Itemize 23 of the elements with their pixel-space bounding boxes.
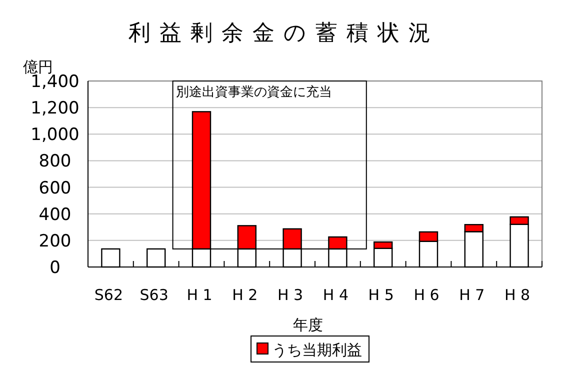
xtick: H 7	[459, 286, 485, 304]
ytick: 600	[38, 178, 72, 198]
ytick: 800	[38, 152, 72, 172]
xtick: H 8	[504, 286, 530, 304]
legend-label: うち当期利益	[272, 341, 362, 359]
xtick: S62	[94, 286, 123, 304]
xtick: H 4	[322, 286, 348, 304]
title: 利益剰余金の蓄積状況	[128, 21, 440, 46]
xtick: H 6	[414, 286, 440, 304]
xtick: S63	[140, 286, 168, 304]
ytick: 0	[50, 258, 60, 278]
xtick: H 2	[232, 286, 258, 304]
xtick: H 1	[186, 286, 212, 304]
ytick: 400	[38, 204, 72, 225]
xtick: H 5	[368, 286, 394, 304]
ytick: 200	[38, 231, 72, 252]
ytick: 1,000	[30, 125, 80, 146]
xtick: H 3	[278, 286, 304, 304]
legend: うち当期利益	[250, 336, 370, 362]
xlabel: 年度	[293, 316, 323, 334]
ylabel: 億円	[23, 58, 53, 76]
ytick: 1,200	[30, 98, 80, 119]
annotation: 別途出資事業の資金に充当	[176, 85, 332, 100]
